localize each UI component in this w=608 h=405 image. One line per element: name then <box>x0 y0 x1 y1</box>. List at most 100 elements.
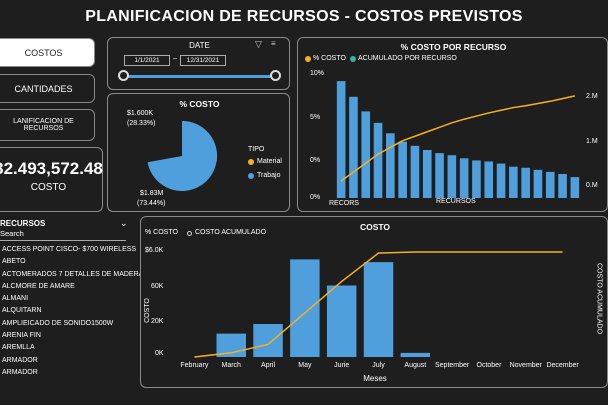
resource-item[interactable]: AREMLLA <box>2 344 35 352</box>
pie-label-material-pct: (28.33%) <box>127 120 156 127</box>
pareto-rtick-1m: 1.M <box>586 138 598 145</box>
pareto-bar[interactable] <box>349 96 358 198</box>
pareto-bar[interactable] <box>386 133 395 198</box>
pareto-bar[interactable] <box>447 155 457 198</box>
pareto-bar[interactable] <box>496 163 506 198</box>
pareto-bar[interactable] <box>472 160 481 198</box>
monthly-bar[interactable] <box>400 352 431 357</box>
monthly-bar[interactable] <box>326 285 357 358</box>
kpi-card: 32.493,572.48 COSTO <box>0 147 103 212</box>
monthly-bar[interactable] <box>363 262 394 357</box>
page-title: PLANIFICACION DE RECURSOS - COSTOS PREVI… <box>85 8 523 25</box>
monthly-title: COSTO <box>359 222 391 232</box>
pareto-ytick-0a: 0% <box>310 157 321 164</box>
monthly-cumulative-line <box>194 251 563 358</box>
monthly-x-tick: September <box>435 362 470 369</box>
date-separator: – <box>173 55 177 62</box>
kpi-value: 32.493,572.48 <box>0 159 103 178</box>
pie-legend-title: TIPO <box>248 146 265 153</box>
pareto-bar[interactable] <box>422 150 432 198</box>
pareto-bar[interactable] <box>410 145 420 198</box>
slider-start-handle[interactable] <box>118 70 129 81</box>
date-filter: DATE ▽ ≡ 1/1/2021 – 12/31/2021 <box>107 37 290 90</box>
pareto-bar[interactable] <box>435 153 444 198</box>
pareto-x-label: RECURSOS <box>436 198 476 205</box>
pie-title: % COSTO <box>179 99 220 109</box>
pareto-bar[interactable] <box>336 81 346 198</box>
monthly-x-tick: August <box>404 362 426 369</box>
pie-label-material-amount: $1.600K <box>127 110 154 117</box>
pie-label-trabajo-pct: (73.44%) <box>137 200 166 207</box>
monthly-x-tick: December <box>546 362 579 369</box>
more-options-icon[interactable]: ≡ <box>271 39 276 48</box>
chevron-down-icon[interactable]: ⌄ <box>120 218 128 228</box>
pareto-bar[interactable] <box>545 171 555 198</box>
resource-item[interactable]: AMPLIEICADO DE SONIDO1500W <box>2 319 114 327</box>
monthly-ytick-6k: $6.0K <box>145 247 164 254</box>
pareto-title: % COSTO POR RECURSO <box>400 42 507 52</box>
pareto-ytick-0b: 0% <box>310 194 321 201</box>
resource-item[interactable]: ALCMORE DE AMARE <box>2 282 75 290</box>
monthly-x-tick: February <box>180 362 209 369</box>
pareto-rtick-2m: 2.M <box>586 93 598 100</box>
pareto-legend-acumulado: ACUMULADO POR RECURSO <box>358 55 457 62</box>
monthly-ytick-0k: 0K <box>155 350 164 357</box>
monthly-ytick-20k: 20K <box>151 318 164 325</box>
pareto-bar[interactable] <box>521 167 530 198</box>
resources-list: ACCESS POINT CISCO- $700 WIRELESS ABETO AC… <box>2 244 144 379</box>
legend-dot-acumulado <box>350 56 356 62</box>
resource-item[interactable]: ARMADOR <box>2 368 38 376</box>
pareto-bar[interactable] <box>459 158 469 198</box>
pie-label-trabajo-amount: $1.83M <box>140 190 164 197</box>
slider-end-handle[interactable] <box>270 70 281 81</box>
legend-dot-pct <box>305 56 311 62</box>
monthly-legend-costo: % COSTO <box>145 229 178 236</box>
resource-item[interactable]: ARENIA FIN <box>2 332 41 340</box>
nav-cantidades-button[interactable]: CANTIDADES <box>0 74 95 103</box>
monthly-x-tick: July <box>372 362 385 369</box>
monthly-legend-acumulado: COSTO ACUMULADO <box>195 229 267 236</box>
pareto-bar[interactable] <box>570 177 580 198</box>
monthly-bar[interactable] <box>290 259 320 357</box>
pie-panel: % COSTO $1.600K (28.33%) $1.83M (73.44%)… <box>107 93 290 212</box>
pareto-legend-pct: % COSTO <box>313 55 346 62</box>
legend-dot-trabajo <box>248 173 254 179</box>
resource-item[interactable]: ALQUITARN <box>2 307 42 315</box>
nav-planificacion-button[interactable]: LANIFICACION DE RECURSOS <box>0 109 95 141</box>
nav-costos-button[interactable]: COSTOS <box>0 38 95 67</box>
legend-material: Material <box>257 158 282 165</box>
resource-item[interactable]: ACTOMERADOS 7 DETALLES DE MADERA <box>2 270 144 278</box>
pie-slice-trabajo[interactable] <box>147 121 217 191</box>
resource-item[interactable]: ARMADOR <box>2 356 38 364</box>
pareto-rtick-0m: 0.M <box>586 182 598 189</box>
monthly-ytick-60k: 60K <box>151 283 164 290</box>
pareto-bar[interactable] <box>361 111 371 198</box>
pareto-cumulative-line <box>340 95 576 182</box>
pareto-ytick-10: 10% <box>310 70 325 77</box>
pareto-bar[interactable] <box>398 141 407 198</box>
pareto-bar[interactable] <box>484 161 494 198</box>
end-date-input[interactable]: 12/31/2021 <box>180 55 226 66</box>
pareto-x-left-label: RECORS <box>329 200 359 207</box>
pareto-bar[interactable] <box>509 166 518 198</box>
filter-icon[interactable]: ▽ <box>255 39 262 49</box>
legend-dot-material <box>248 159 254 165</box>
monthly-x-tick: November <box>510 362 543 369</box>
date-slider-track[interactable] <box>124 75 276 78</box>
monthly-panel: COSTO % COSTO COSTO ACUMULADO $6.0K 60K … <box>140 216 608 388</box>
pareto-bar[interactable] <box>558 174 567 198</box>
pareto-bar[interactable] <box>373 122 383 198</box>
resource-item[interactable]: ABETO <box>2 258 26 266</box>
resource-item[interactable]: ALMANI <box>2 295 29 303</box>
resource-item[interactable]: ACCESS POINT CISCO- $700 WIRELESS <box>2 246 137 253</box>
monthly-xlabel: Meses <box>363 374 387 383</box>
search-input[interactable]: Search <box>0 229 126 241</box>
kpi-label: COSTO <box>30 182 67 193</box>
pie-chart <box>147 121 217 191</box>
monthly-bar[interactable] <box>253 324 283 357</box>
pareto-bar[interactable] <box>533 169 543 198</box>
monthly-x-tick: Jurie <box>334 362 349 369</box>
resources-slicer: RECURSOS ⌄ Search ACCESS POINT CISCO- $7… <box>0 216 144 386</box>
start-date-input[interactable]: 1/1/2021 <box>124 55 170 66</box>
legend-dot-acumulado <box>187 231 192 236</box>
